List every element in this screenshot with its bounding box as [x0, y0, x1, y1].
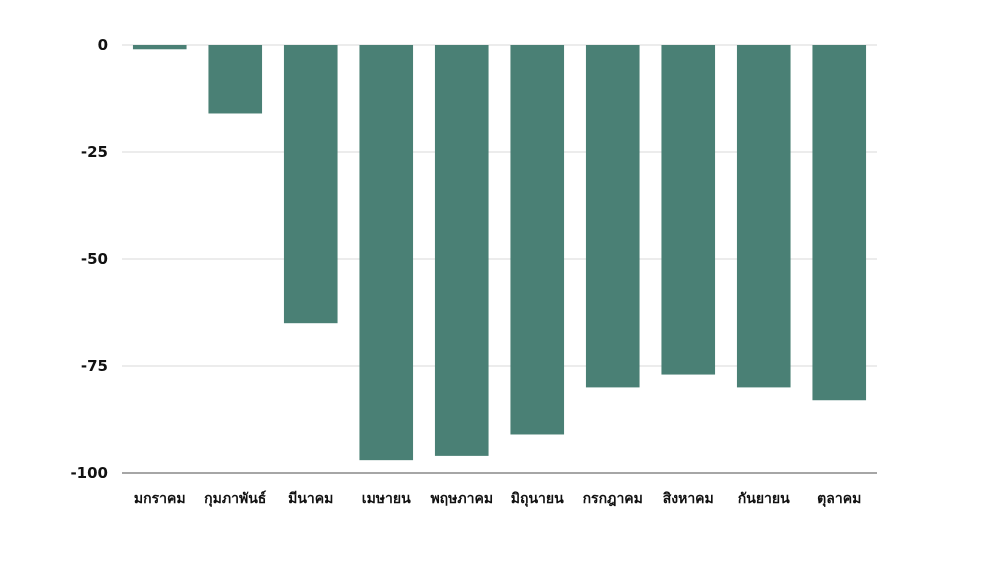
x-category-label: ตุลาคม [817, 491, 861, 507]
y-tick-label: -25 [81, 143, 108, 161]
bar [510, 45, 565, 435]
bar [585, 45, 640, 388]
x-category-label: กันยายน [738, 491, 790, 507]
x-category-label: มกราคม [134, 491, 186, 507]
bar [736, 45, 791, 388]
bar [208, 45, 263, 114]
bar [283, 45, 338, 324]
bar [434, 45, 489, 456]
x-category-label: มีนาคม [288, 491, 333, 507]
x-category-label: กุมภาพันธ์ [204, 490, 266, 507]
bar [359, 45, 414, 461]
x-category-label: พฤษภาคม [430, 491, 493, 507]
y-axis-tick-labels: 0 -25 -50 -75 -100 [70, 36, 108, 482]
x-axis-category-labels: มกราคม กุมภาพันธ์ มีนาคม เมษายน พฤษภาคม มิถุน… [134, 490, 861, 507]
y-tick-label: -75 [81, 357, 108, 375]
x-category-label: กรกฎาคม [583, 491, 643, 507]
y-tick-label: 0 [98, 36, 108, 54]
bar [812, 45, 867, 401]
x-category-label: มิถุนายน [511, 491, 564, 507]
bar [661, 45, 716, 375]
x-category-label: สิงหาคม [662, 491, 714, 507]
bar [132, 45, 187, 50]
y-tick-label: -100 [70, 464, 108, 482]
x-category-label: เมษายน [362, 491, 411, 507]
y-tick-label: -50 [81, 250, 108, 268]
bars [132, 45, 867, 461]
